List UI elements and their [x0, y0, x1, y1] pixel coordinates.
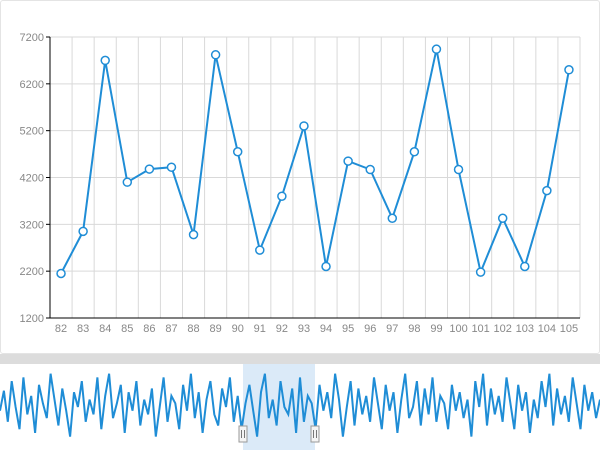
x-tick-label: 96	[364, 323, 376, 335]
series-markers	[56, 44, 574, 279]
data-point[interactable]	[431, 44, 442, 54]
data-point[interactable]	[365, 164, 375, 175]
x-tick-label: 88	[187, 323, 199, 335]
data-point[interactable]	[542, 185, 552, 196]
navigator-series-line	[0, 373, 600, 437]
x-tick-label: 94	[320, 323, 332, 335]
x-tick-label: 92	[276, 323, 288, 335]
data-point[interactable]	[520, 261, 530, 272]
x-tick-label: 95	[342, 323, 354, 335]
data-point[interactable]	[299, 121, 309, 131]
navigator-separator	[0, 354, 600, 364]
data-point[interactable]	[564, 65, 574, 75]
x-tick-label: 104	[538, 323, 556, 335]
grid-lines	[49, 36, 581, 319]
data-point[interactable]	[497, 213, 508, 223]
data-point[interactable]	[56, 268, 66, 279]
y-tick-label: 2200	[20, 266, 44, 278]
x-tick-label: 87	[165, 323, 177, 335]
x-tick-label: 86	[143, 323, 155, 335]
data-point[interactable]	[255, 245, 265, 255]
y-tick-label: 4200	[20, 173, 44, 185]
data-point[interactable]	[100, 55, 110, 66]
data-point[interactable]	[409, 146, 420, 157]
navigator-handle-right[interactable]	[310, 425, 320, 443]
x-tick-label: 84	[99, 323, 111, 335]
data-point[interactable]	[210, 50, 221, 60]
data-point[interactable]	[277, 191, 287, 201]
y-tick-label: 6200	[20, 79, 44, 91]
x-tick-label: 90	[232, 323, 244, 335]
data-point[interactable]	[78, 226, 88, 237]
data-point[interactable]	[321, 261, 331, 272]
x-tick-label: 101	[471, 323, 489, 335]
x-axis-ticks: 82 83 84 85 86 87 88 89 90 91 92 93 94 95 96 97 98 99 100 1…	[55, 323, 578, 335]
data-point[interactable]	[188, 229, 199, 240]
x-tick-label: 91	[254, 323, 266, 335]
x-tick-label: 99	[430, 323, 442, 335]
x-tick-label: 100	[449, 323, 467, 335]
data-point[interactable]	[232, 146, 243, 157]
x-tick-label: 93	[298, 323, 310, 335]
y-tick-label: 1200	[20, 313, 44, 325]
navigator-handle-left[interactable]	[238, 425, 248, 443]
data-point[interactable]	[144, 164, 155, 174]
range-navigator[interactable]	[0, 364, 600, 450]
x-tick-label: 85	[121, 323, 133, 335]
data-point[interactable]	[453, 164, 464, 175]
x-tick-label: 98	[408, 323, 420, 335]
x-tick-label: 82	[55, 323, 67, 335]
data-point[interactable]	[166, 162, 177, 172]
y-tick-label: 5200	[20, 126, 44, 138]
x-tick-label: 103	[516, 323, 534, 335]
x-tick-label: 97	[386, 323, 398, 335]
y-tick-label: 7200	[20, 32, 44, 44]
y-tick-label: 3200	[20, 219, 44, 231]
data-point[interactable]	[387, 213, 398, 223]
y-axis-ticks: 1200 2200 3200 4200 5200 6200 7200	[20, 32, 50, 325]
x-tick-label: 102	[494, 323, 512, 335]
x-tick-label: 89	[210, 323, 222, 335]
data-point[interactable]	[122, 177, 133, 187]
data-point[interactable]	[343, 156, 353, 166]
x-tick-label: 83	[77, 323, 89, 335]
data-point[interactable]	[475, 267, 486, 277]
x-tick-label: 105	[560, 323, 578, 335]
